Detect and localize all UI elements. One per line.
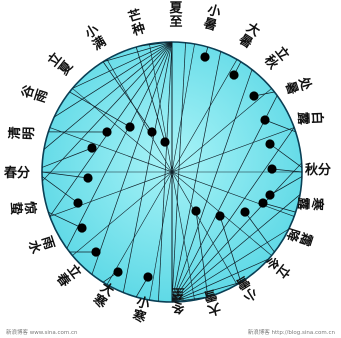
term-label-qiufen: 秋分 [305, 162, 331, 178]
sun-dot-chunfen [83, 173, 93, 183]
sun-dot-xiaohan [143, 272, 153, 282]
ray-xiaoman [102, 61, 153, 133]
fan-line-bottom-0 [171, 42, 186, 303]
ray-bailu [269, 143, 303, 168]
sun-dot-yushui [77, 223, 87, 233]
term-label-lichun: 立春 [52, 261, 85, 291]
sun-dot-bailu [265, 139, 275, 149]
fan-line-top-5 [42, 41, 173, 182]
fan-line-bottom-5 [171, 162, 302, 303]
fan-line-top-4 [49, 41, 173, 217]
term-label-bailu: 白露 [295, 111, 325, 126]
fan-line-bottom-2 [171, 69, 253, 303]
sun-dot-dahan [113, 267, 123, 277]
term-label-hanlu: 寒露 [295, 196, 326, 212]
term-label-dongzhi: 冬至 [171, 285, 184, 315]
fan-line-top-7 [53, 41, 173, 118]
term-label-jingzhe: 惊蛰 [8, 201, 38, 215]
term-label-shuangjiang: 霜降 [283, 225, 315, 248]
sun-dot-jingzhe [73, 198, 83, 208]
term-label-xiaoman: 小满 [83, 22, 109, 53]
ray-shuangjiang [262, 202, 296, 213]
term-label-xiaoshu: 小暑 [201, 2, 222, 34]
sun-dot-qingming [87, 143, 97, 153]
analemma-dots [73, 52, 277, 282]
watermark-right: 新浪博客 http://blog.sina.com.cn [248, 328, 336, 336]
term-label-dashu: 大暑 [235, 19, 263, 52]
sun-dot-dashu [229, 70, 239, 80]
ray-qingming [41, 147, 93, 168]
ray-daxue [195, 210, 209, 298]
fan-line-top-10 [140, 41, 173, 47]
sun-dot-xiaoxue [215, 211, 225, 221]
term-label-xiaohan: 小寒 [130, 294, 152, 326]
sun-dot-lichun [91, 247, 101, 257]
term-label-guyu: 谷雨 [19, 82, 52, 105]
fan-line-bottom-6 [171, 194, 301, 303]
term-label-mangzhong: 芒种 [125, 7, 147, 40]
sun-dot-shuangjiang [258, 198, 268, 208]
fan-line-bottom-9 [171, 281, 241, 303]
sun-dot-daxue [191, 206, 201, 216]
fan-line-top-1 [122, 41, 173, 293]
sun-dot-chushu [260, 115, 270, 125]
fan-line-top-3 [66, 41, 173, 249]
term-label-lixia: 立夏 [44, 49, 77, 79]
fan-line-bottom-10 [171, 296, 208, 303]
ray-mangzhong [135, 46, 166, 143]
term-label-liqiu: 立秋 [261, 43, 293, 73]
term-label-lidong: 立冬 [262, 253, 294, 282]
term-label-xiaoxue: 小雪 [233, 272, 259, 303]
sun-dot-liqiu [249, 91, 259, 101]
sun-dot-lidong [240, 207, 250, 217]
sun-dot-lixia [125, 122, 135, 132]
fan-line-bottom-7 [171, 228, 290, 303]
sun-dot-guyu [102, 127, 112, 137]
term-label-chunfen: 春分 [3, 165, 30, 181]
fan-line-top-8 [72, 41, 173, 89]
fan-line-bottom-3 [171, 95, 278, 303]
sun-dot-xiaoshu [200, 52, 210, 62]
fan-line-top-2 [91, 41, 173, 275]
fan-line-bottom-8 [171, 258, 269, 303]
fan-line-top-6 [43, 41, 173, 150]
fan-line-bottom-1 [171, 51, 222, 303]
fan-line-top-9 [103, 41, 173, 63]
sun-dot-xiaoman [147, 127, 157, 137]
term-label-xiazhi: 夏至 [168, 1, 183, 30]
ray-qiufen [271, 168, 303, 173]
sun-dot-hanlu [265, 190, 275, 200]
term-label-chushu: 处暑 [282, 74, 315, 98]
ray-lixia [69, 91, 131, 128]
ray-hanlu [269, 176, 303, 196]
term-label-yushui: 雨水 [25, 234, 57, 256]
fan-line-top-0 [158, 41, 173, 302]
term-label-daxue: 大雪 [202, 286, 223, 318]
fan-line-bottom-4 [171, 127, 295, 303]
sun-dot-qiufen [267, 164, 277, 174]
ray-xiaoxue [219, 215, 242, 283]
sun-dot-mangzhong [160, 137, 170, 147]
watermark-left: 新浪博客 www.sina.com.cn [6, 328, 78, 336]
ray-chushu [264, 119, 296, 133]
term-label-qingming: 清明 [7, 126, 37, 140]
ray-jingzhe [41, 176, 79, 204]
